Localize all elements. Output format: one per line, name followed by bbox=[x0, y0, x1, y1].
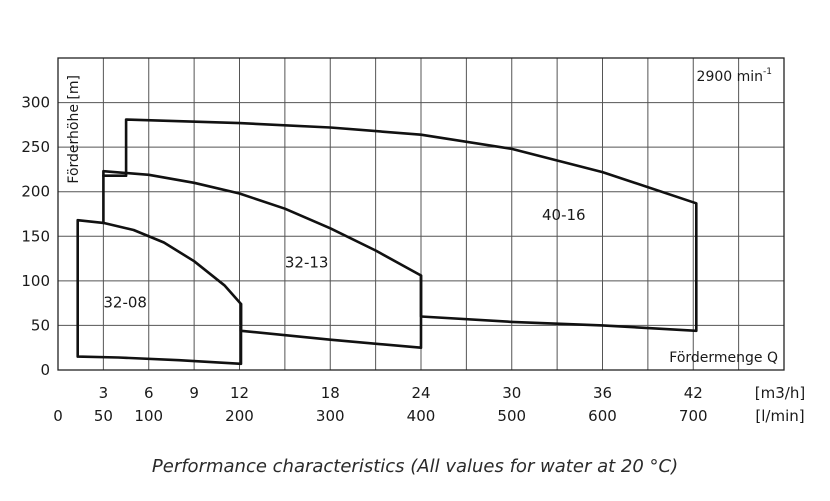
plot-frame bbox=[57, 57, 785, 371]
x-unit-lmin: [l/min] bbox=[755, 407, 804, 425]
series-label-32-08: 32-08 bbox=[103, 294, 147, 312]
y-axis-label: Förderhöhe [m] bbox=[66, 75, 82, 184]
x-tick-label-m3h: 12 bbox=[230, 384, 249, 402]
x-tick-label-lmin: 0 bbox=[53, 407, 63, 425]
y-tick-label: 200 bbox=[21, 183, 50, 201]
x-tick-label-m3h: 42 bbox=[684, 384, 703, 402]
x-tick-label-lmin: 300 bbox=[316, 407, 345, 425]
x-tick-label-m3h: 18 bbox=[321, 384, 340, 402]
x-unit-m3h: [m3/h] bbox=[755, 384, 805, 402]
x-tick-label-m3h: 6 bbox=[144, 384, 154, 402]
x-tick-label-m3h: 36 bbox=[593, 384, 612, 402]
x-tick-label-m3h: 3 bbox=[99, 384, 109, 402]
x-tick-label-lmin: 200 bbox=[225, 407, 254, 425]
x-axis-label: Fördermenge Q bbox=[669, 350, 778, 366]
x-tick-label-lmin: 400 bbox=[407, 407, 436, 425]
y-tick-label: 250 bbox=[21, 138, 50, 156]
y-tick-label: 100 bbox=[21, 272, 50, 290]
x-tick-label-lmin: 500 bbox=[497, 407, 526, 425]
figure-caption: Performance characteristics (All values … bbox=[151, 456, 679, 477]
speed-label-superscript: -1 bbox=[763, 67, 772, 77]
y-tick-label: 300 bbox=[21, 94, 50, 112]
y-tick-label: 0 bbox=[40, 361, 50, 379]
chart-axes bbox=[57, 57, 785, 371]
series-label-32-13: 32-13 bbox=[285, 253, 329, 271]
x-tick-label-m3h: 9 bbox=[189, 384, 199, 402]
x-tick-label-m3h: 24 bbox=[411, 384, 430, 402]
x-tick-label-lmin: 100 bbox=[134, 407, 163, 425]
curve-32-08 bbox=[76, 218, 243, 366]
y-tick-label: 150 bbox=[21, 227, 50, 245]
curve-40-16 bbox=[102, 118, 698, 333]
x-tick-label-lmin: 50 bbox=[94, 407, 113, 425]
x-tick-label-m3h: 30 bbox=[502, 384, 521, 402]
speed-label: 2900 min-1 bbox=[697, 67, 772, 85]
y-tick-label: 50 bbox=[31, 316, 50, 334]
x-tick-label-lmin: 600 bbox=[588, 407, 617, 425]
series-label-40-16: 40-16 bbox=[542, 206, 586, 224]
curve-32-13 bbox=[102, 169, 423, 349]
performance-curves bbox=[76, 118, 698, 366]
x-tick-label-lmin: 700 bbox=[679, 407, 708, 425]
